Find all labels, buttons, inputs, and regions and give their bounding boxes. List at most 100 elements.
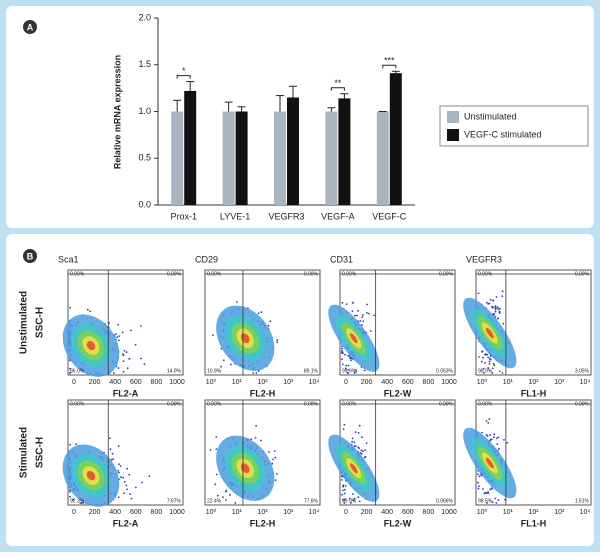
event-dot	[360, 453, 363, 455]
event-dot	[485, 301, 488, 304]
event-dot	[215, 436, 218, 438]
event-dot	[108, 322, 111, 324]
event-dot	[482, 367, 485, 370]
event-dot	[495, 437, 498, 440]
event-dot	[497, 317, 499, 320]
event-dot	[483, 492, 486, 495]
bar	[184, 90, 197, 205]
x-tick-label: 10³	[554, 509, 565, 516]
x-axis-label: FL2-H	[250, 388, 276, 398]
bar	[389, 73, 402, 205]
x-tick-label: 10³	[283, 509, 294, 516]
quadrant-label: 0.00%	[439, 401, 454, 407]
event-dot	[362, 450, 364, 453]
event-dot	[497, 499, 500, 502]
event-dot	[260, 439, 262, 442]
density	[485, 327, 494, 339]
event-dot	[498, 311, 501, 314]
x-tick-label: 10⁴	[309, 509, 320, 516]
event-dot	[494, 310, 497, 313]
x-tick-label: 200	[89, 379, 101, 386]
quadrant-label: 96.9%	[478, 368, 493, 374]
event-dot	[353, 497, 356, 500]
event-dot	[341, 347, 343, 350]
quadrant-label: 0.00%	[70, 401, 85, 407]
x-axis-label: FL1-H	[521, 388, 547, 398]
event-dot	[486, 435, 489, 437]
x-tick-label: 1000	[441, 379, 457, 386]
event-dot	[120, 476, 122, 479]
event-dot	[86, 308, 89, 311]
x-axis-label: FL2-A	[113, 388, 139, 398]
event-dot	[489, 488, 491, 491]
event-dot	[492, 363, 495, 365]
x-axis-label: FL2-H	[250, 518, 276, 528]
flow-plot: 0.00% 0.00% 98.5% 1.51%	[463, 399, 592, 506]
flow-plot: 0.00% 0.00% 10.9% 89.1%	[204, 269, 321, 376]
event-dot	[489, 434, 491, 437]
event-dot	[360, 449, 363, 452]
event-dot	[110, 458, 113, 461]
event-dot	[342, 428, 345, 431]
event-dot	[491, 488, 493, 490]
quadrant-label: 98.5%	[478, 498, 493, 504]
event-dot	[128, 357, 131, 360]
event-dot	[214, 483, 217, 486]
legend-swatch	[447, 111, 459, 123]
event-dot	[341, 350, 343, 352]
event-dot	[491, 305, 494, 308]
event-dot	[344, 485, 347, 487]
quadrant-label: 99.9%	[342, 368, 357, 374]
quadrant-label: 0.00%	[478, 401, 493, 407]
quadrant-label: 77.6%	[304, 498, 319, 504]
event-dot	[501, 295, 504, 298]
event-dot	[79, 502, 82, 504]
event-dot	[481, 350, 484, 353]
quadrant-label: 1.51%	[575, 498, 590, 504]
event-dot	[358, 500, 361, 503]
x-tick-label: 800	[423, 509, 435, 516]
event-dot	[363, 369, 366, 372]
event-dot	[495, 502, 498, 504]
event-dot	[125, 351, 128, 354]
event-dot	[352, 493, 354, 495]
event-dot	[122, 370, 125, 373]
event-dot	[255, 424, 257, 427]
row-label: Unstimulated	[19, 291, 30, 354]
x-tick-label: 10¹	[503, 379, 514, 386]
event-dot	[276, 473, 278, 475]
event-dot	[492, 299, 494, 302]
quadrant-label: 0.00%	[342, 401, 357, 407]
event-dot	[125, 484, 128, 487]
event-dot	[357, 432, 360, 434]
event-dot	[341, 475, 343, 478]
x-tick-label: 400	[381, 379, 393, 386]
event-dot	[501, 290, 504, 293]
event-dot	[140, 357, 143, 360]
event-dot	[369, 330, 372, 332]
event-dot	[496, 306, 499, 309]
legend-box	[439, 105, 589, 147]
quadrant-label: 7.67%	[167, 498, 182, 504]
event-dot	[477, 485, 480, 488]
y-tick-label: 1.5	[138, 59, 151, 69]
x-tick-label: VEGFR3	[268, 211, 304, 221]
event-dot	[69, 372, 71, 374]
event-dot	[269, 320, 272, 323]
event-dot	[252, 372, 255, 374]
event-dot	[347, 364, 350, 367]
event-dot	[123, 350, 126, 352]
event-dot	[361, 316, 364, 318]
event-dot	[212, 334, 214, 336]
event-dot	[69, 443, 71, 446]
event-dot	[487, 491, 489, 493]
event-dot	[254, 437, 257, 439]
event-dot	[343, 423, 346, 426]
event-dot	[69, 367, 71, 370]
x-tick-label: LYVE-1	[220, 211, 250, 221]
event-dot	[481, 431, 483, 434]
event-dot	[487, 422, 490, 424]
event-dot	[342, 499, 344, 501]
x-tick-label: 10²	[257, 379, 268, 386]
event-dot	[117, 445, 120, 447]
